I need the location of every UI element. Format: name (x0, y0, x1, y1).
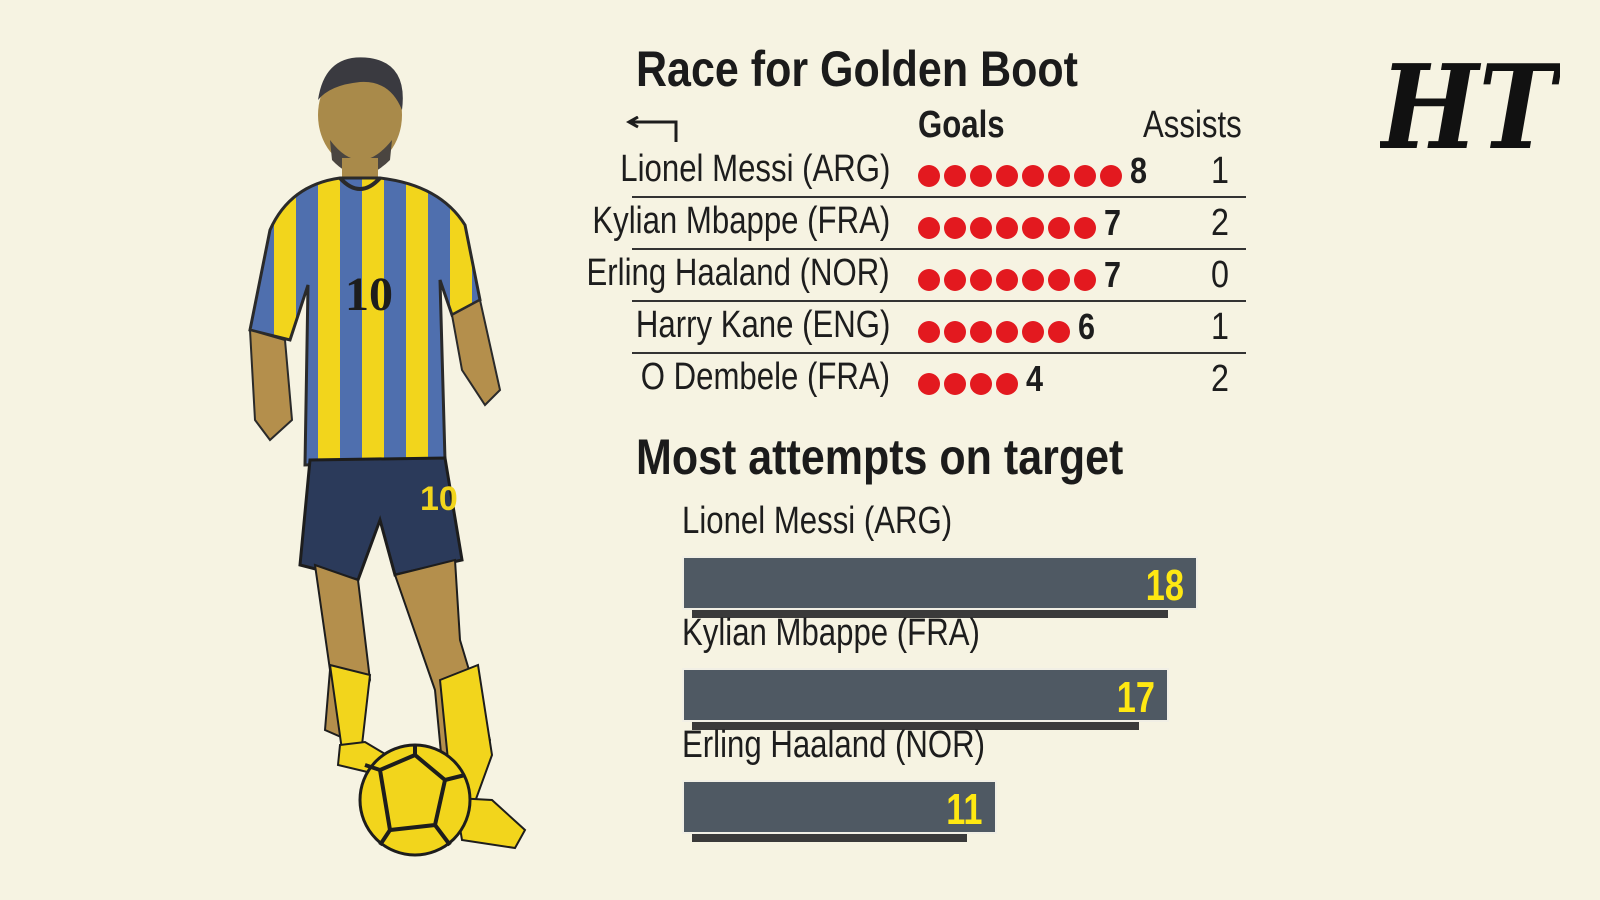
golden-boot-row: Erling Haaland (NOR) 7 0 (560, 250, 1246, 302)
golden-boot-row: Kylian Mbappe (FRA) 7 2 (560, 198, 1246, 250)
goals-header: Goals (918, 104, 1005, 146)
goal-dot (1074, 165, 1096, 187)
assist-count: 0 (1211, 254, 1229, 296)
player-name: Lionel Messi (ARG) (619, 148, 890, 190)
attempts-bar: 11 (682, 780, 997, 834)
bar-shadow (692, 608, 1168, 618)
goal-dot (1022, 165, 1044, 187)
bar-label: Lionel Messi (ARG) (682, 500, 953, 542)
assist-count: 2 (1211, 358, 1229, 400)
goal-dot (1022, 321, 1044, 343)
goal-count: 8 (1130, 150, 1148, 191)
bar-value: 11 (946, 785, 983, 834)
assist-count: 1 (1211, 306, 1229, 348)
goal-dot (970, 321, 992, 343)
goal-dot (996, 165, 1018, 187)
row-divider (632, 248, 1246, 250)
goal-dot (1048, 165, 1070, 187)
goal-dot (970, 373, 992, 395)
svg-text:HT: HT (1380, 48, 1560, 168)
player-illustration: 10 10 (248, 57, 527, 857)
golden-boot-row: O Dembele (FRA) 4 2 (560, 354, 1246, 406)
goal-dot (1100, 165, 1122, 187)
attempts-title: Most attempts on target (636, 429, 1124, 485)
bar-label: Kylian Mbappe (FRA) (682, 612, 980, 654)
goal-count: 4 (1026, 358, 1044, 399)
bar-value: 17 (1116, 673, 1155, 722)
player-name: Erling Haaland (NOR) (586, 252, 890, 294)
goal-dot (944, 321, 966, 343)
ht-logo: HT (1380, 48, 1560, 168)
goal-dot (918, 165, 940, 187)
goal-dot (918, 269, 940, 291)
bar-shadow (692, 720, 1139, 730)
golden-boot-row: Harry Kane (ENG) 6 1 (560, 302, 1246, 354)
attempts-bar: 18 (682, 556, 1198, 610)
goal-dot (1048, 217, 1070, 239)
goal-dot (944, 269, 966, 291)
goal-dot (1048, 321, 1070, 343)
player-name: Harry Kane (ENG) (635, 304, 890, 346)
goal-dot (996, 269, 1018, 291)
goal-dot (1074, 269, 1096, 291)
row-divider (632, 352, 1246, 354)
golden-boot-row: Lionel Messi (ARG) 8 1 (560, 146, 1246, 198)
svg-text:10: 10 (345, 268, 393, 321)
goal-dot (1048, 269, 1070, 291)
goal-dot (918, 373, 940, 395)
back-arrow-icon (626, 116, 678, 142)
bar-label: Erling Haaland (NOR) (682, 724, 986, 766)
bar-value: 18 (1145, 561, 1184, 610)
attempts-bar: 17 (682, 668, 1169, 722)
goal-dot (944, 373, 966, 395)
assist-count: 2 (1211, 202, 1229, 244)
assist-count: 1 (1211, 150, 1229, 192)
goal-dot (1022, 269, 1044, 291)
assists-header: Assists (1143, 104, 1242, 146)
player-name: Kylian Mbappe (FRA) (592, 200, 890, 242)
goal-dot (1074, 217, 1096, 239)
goal-dot (996, 217, 1018, 239)
goal-dot (996, 373, 1018, 395)
row-divider (632, 300, 1246, 302)
bar-shadow (692, 832, 967, 842)
row-divider (632, 196, 1246, 198)
goal-dot (970, 269, 992, 291)
goal-dot (970, 165, 992, 187)
goal-dot (918, 217, 940, 239)
goal-dot (944, 217, 966, 239)
goal-dot (1022, 217, 1044, 239)
goal-dot (918, 321, 940, 343)
goal-dot (944, 165, 966, 187)
golden-boot-title: Race for Golden Boot (636, 41, 1078, 97)
player-name: O Dembele (FRA) (640, 356, 890, 398)
goal-count: 6 (1078, 306, 1096, 347)
goal-dot (996, 321, 1018, 343)
svg-text:10: 10 (420, 480, 458, 518)
goal-dot (970, 217, 992, 239)
goal-count: 7 (1104, 202, 1122, 243)
goal-count: 7 (1104, 254, 1122, 295)
